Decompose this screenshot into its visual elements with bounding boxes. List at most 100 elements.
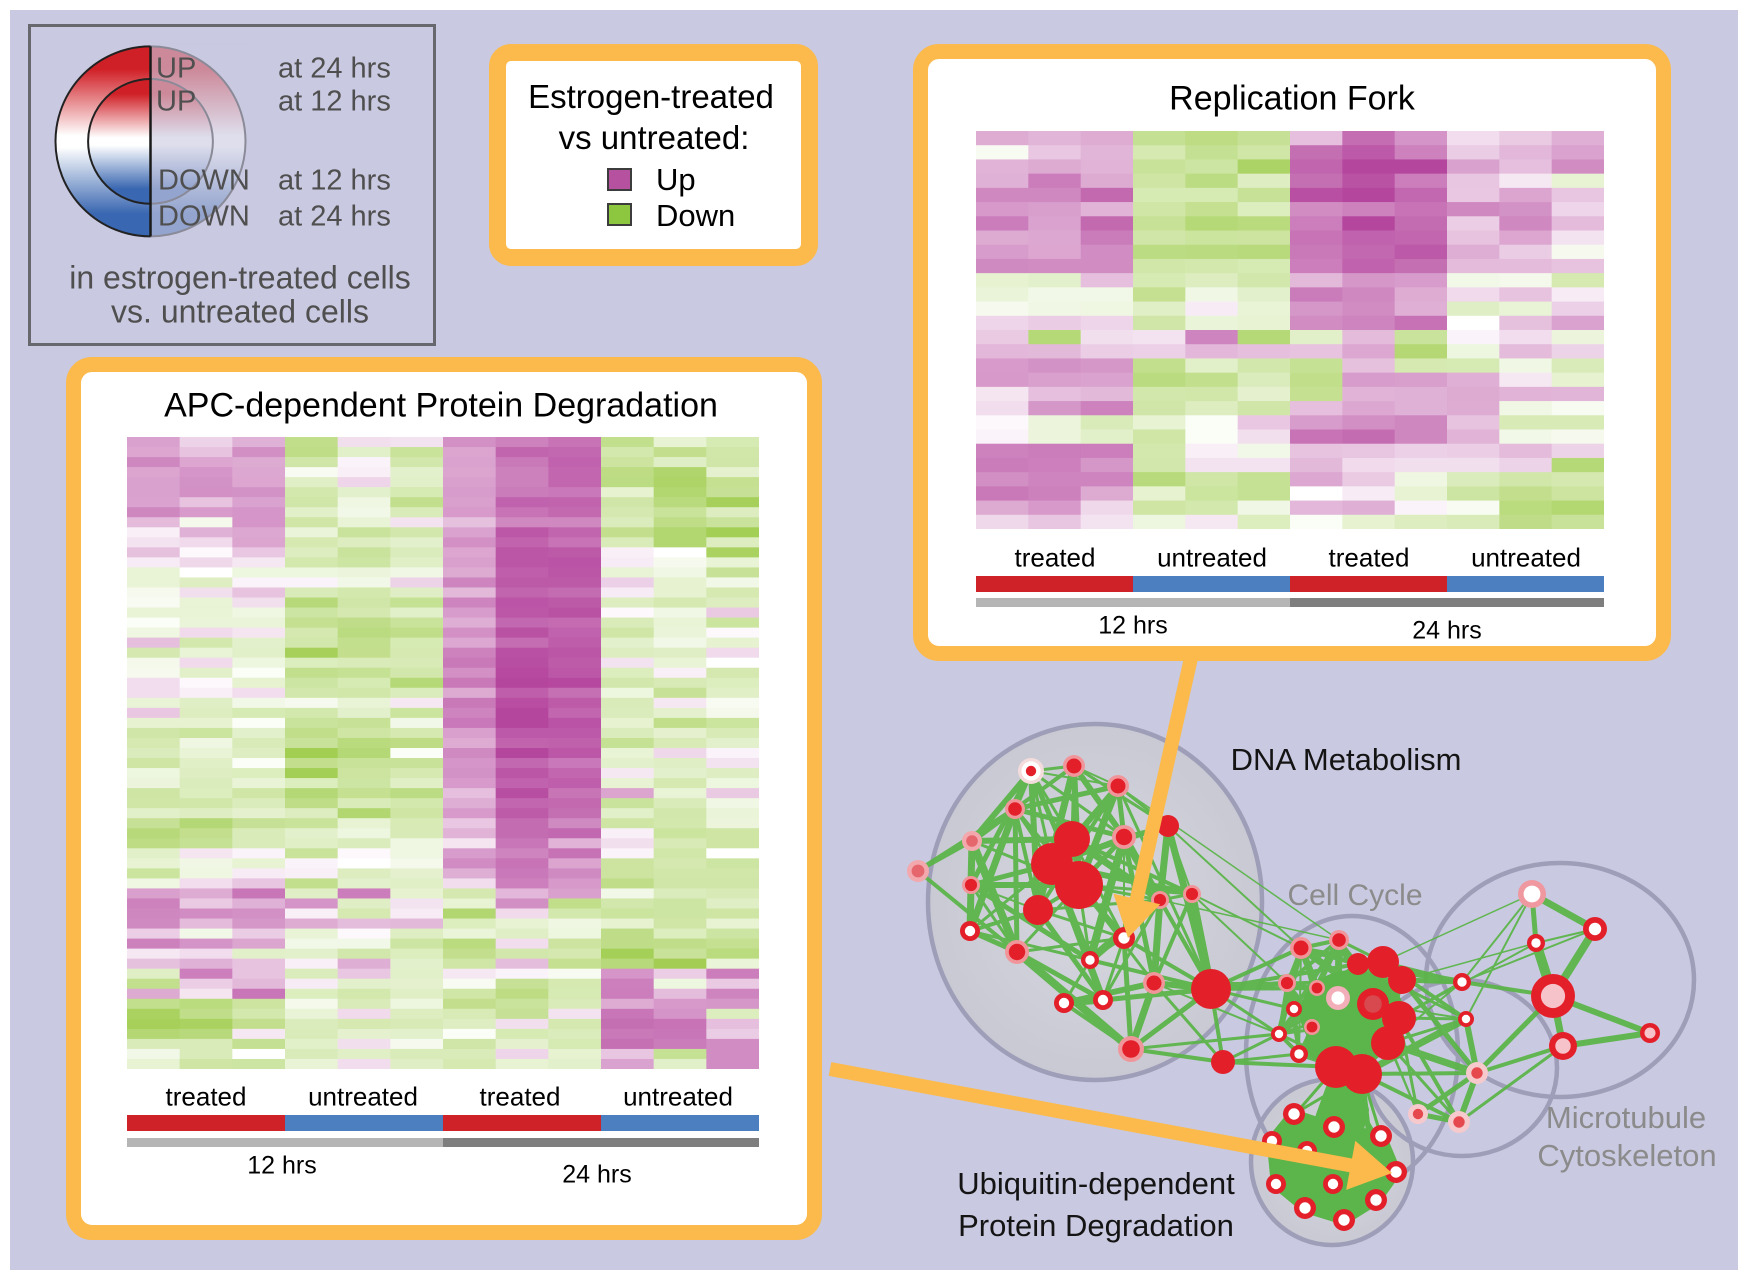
heat-cell [232,848,286,859]
heat-cell [1290,301,1343,317]
heat-cell [232,828,286,839]
heat-cell [443,717,497,729]
heat-cell [443,437,497,448]
heat-cell [1290,472,1343,487]
heat-cell [1290,386,1343,402]
gene-node-layer [1110,778,1126,794]
heat-cell [653,1038,707,1050]
gene-node [1143,972,1165,994]
heat-cell [976,330,1029,345]
heat-cell [390,687,444,699]
gene-node [1323,1174,1343,1194]
arrow-head [1113,893,1161,938]
bar-24hrs [1290,598,1604,607]
gene-node-layer [1280,976,1294,990]
heat-cell [706,818,759,829]
heat-cell [1499,273,1553,288]
heat-cell [548,798,602,809]
heat-cell [706,958,759,970]
heat-cell [390,457,444,468]
heat-cell [976,301,1029,317]
heat-cell [1237,372,1291,388]
heat-cell [1342,187,1396,203]
heat-cell [495,878,549,889]
heat-cell [390,758,444,769]
heat-cell [337,717,391,729]
heat-cell [337,1028,391,1040]
heat-cell [653,737,707,749]
bar-treated-12 [976,576,1133,592]
heat-cell [232,868,286,879]
heat-cell [232,1038,286,1050]
heat-cell [1499,216,1553,231]
bar-12hrs [127,1138,443,1147]
heat-cell [548,517,602,528]
heat-cell [390,848,444,859]
heat-cell [548,1008,602,1020]
heat-cell [232,687,286,699]
heat-cell [548,607,602,619]
heat-cell [232,1028,286,1040]
heat-cell [1342,287,1396,303]
heat-cell [1133,159,1186,175]
heat-cell [1237,301,1291,317]
heat-cell [285,938,339,950]
heat-cell [1133,145,1186,160]
gene-node [1583,917,1607,941]
heat-cell [1394,244,1448,260]
heat-cell [232,908,286,920]
gene-node-layer [1306,1021,1318,1033]
heat-cell [1080,500,1134,516]
heat-cell [285,828,339,839]
gene-node-layer [1331,991,1345,1005]
heat-cell [1185,386,1239,402]
heat-cell [601,727,655,739]
heat-cell [1290,358,1343,374]
heat-cell [1447,301,1500,317]
gene-node [1448,1111,1470,1133]
heat-cell [1133,472,1186,487]
gene-node-layer [1122,1040,1140,1058]
heat-cell [337,968,391,980]
heat-cell [1133,486,1186,502]
replication-fork-panel: Replication Fork treated untreated treat… [913,44,1671,661]
heat-cell [285,888,339,899]
heat-cell [337,818,391,829]
heat-cell [1290,443,1343,459]
heat-cell [601,1008,655,1020]
dna-metabolism-label: DNA Metabolism [1230,742,1462,777]
heat-cell [179,637,233,649]
heat-cell [1028,372,1082,388]
heat-cell [1394,401,1448,416]
heat-cell [548,968,602,980]
heat-cell [495,908,549,920]
heat-cell [601,747,655,759]
heat-cell [1499,372,1553,388]
bar-treated-12 [127,1115,285,1131]
heat-cell [706,627,759,639]
heat-cell [1237,131,1291,146]
heat-cell [232,838,286,849]
network-edge [1461,893,1533,983]
heat-cell [179,697,233,709]
heat-cell [706,557,759,568]
heat-cell [390,898,444,909]
heat-cell [390,667,444,679]
heat-cell [1133,372,1186,388]
heat-cell [443,527,497,538]
heat-cell [1028,514,1082,529]
heat-cell [1447,344,1500,359]
heat-cell [653,477,707,488]
heat-cell [1342,216,1396,231]
network-edge [966,807,1019,933]
network-edge [1562,1030,1651,1049]
heat-cell [1133,244,1186,260]
heat-cell [337,998,391,1010]
heat-cell [337,948,391,960]
heat-cell [390,477,444,488]
heat-cell [1447,358,1500,374]
heat-cell [1499,315,1553,331]
network-edge [1461,928,1596,983]
heat-cell [337,858,391,869]
network-edge [1382,893,1533,963]
